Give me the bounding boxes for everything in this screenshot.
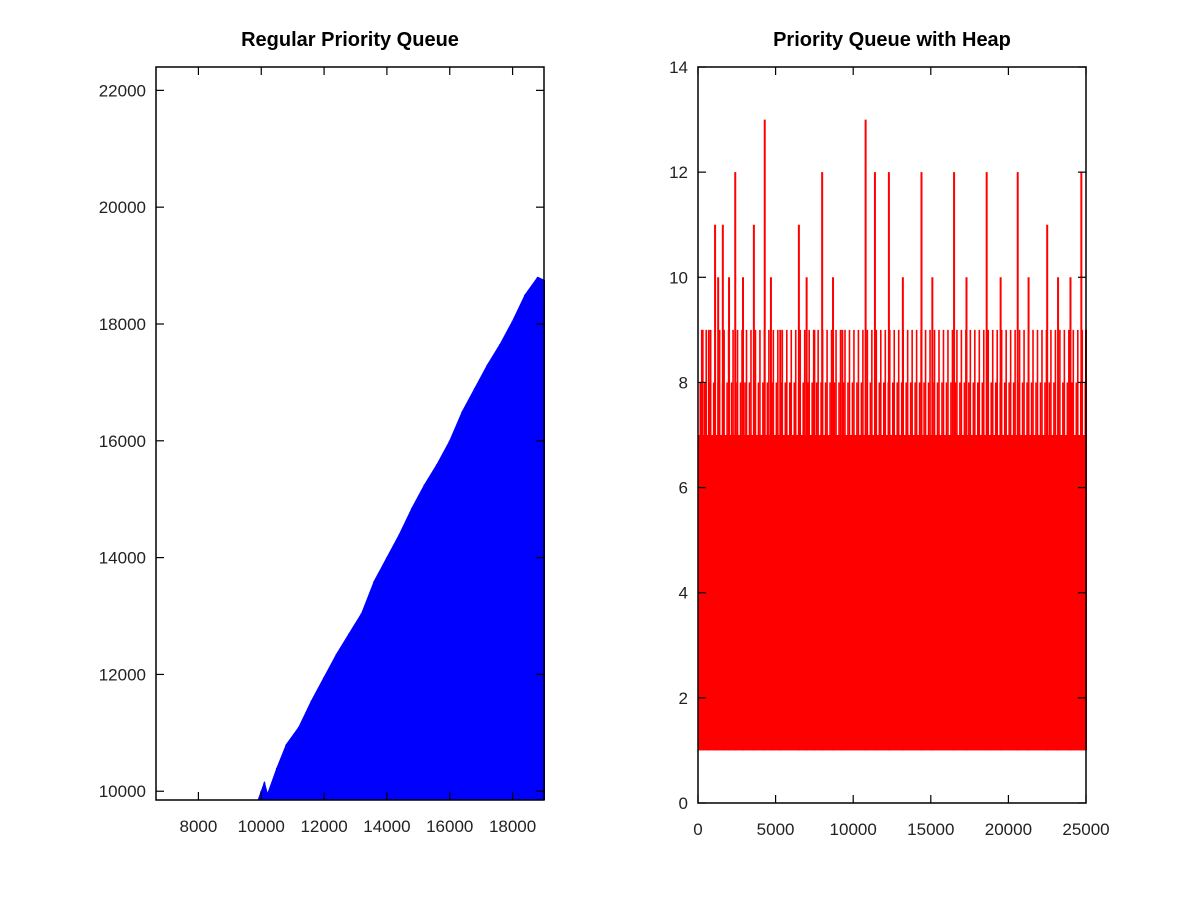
- x-tick-label: 18000: [489, 817, 536, 836]
- bars-group: [257, 276, 545, 801]
- y-tick-label: 14: [669, 58, 688, 77]
- chart-title: Priority Queue with Heap: [773, 29, 1011, 51]
- plot-frame: [155, 66, 545, 801]
- x-tick-label: 20000: [985, 820, 1032, 839]
- bars-group: [698, 119, 1087, 751]
- x-axis: 0 5000 10000 15000 20000 25000: [693, 820, 1109, 839]
- x-tick-label: 25000: [1062, 820, 1109, 839]
- y-tick-label: 12: [669, 163, 688, 182]
- x-tick-label: 0: [693, 820, 702, 839]
- y-tick-label: 0: [679, 794, 688, 813]
- x-tick-label: 12000: [300, 817, 347, 836]
- x-tick-label: 15000: [907, 820, 954, 839]
- x-tick-label: 5000: [757, 820, 795, 839]
- x-tick-label: 10000: [830, 820, 877, 839]
- y-axis: 0 2 4 6 8 10 12 14: [669, 58, 688, 813]
- x-tick-label: 8000: [179, 817, 217, 836]
- y-tick-label: 12000: [99, 665, 146, 684]
- y-axis: 10000 12000 14000 16000 18000 20000 22000: [99, 81, 146, 801]
- chart-priority-queue-with-heap: Priority Queue with Heap 0 2 4 6 8 10 12 14 0 50…: [669, 29, 1110, 839]
- y-tick-label: 10000: [99, 782, 146, 801]
- x-tick-label: 10000: [238, 817, 285, 836]
- x-tick-label: 16000: [426, 817, 473, 836]
- bar-area: [257, 276, 545, 801]
- y-tick-label: 20000: [99, 198, 146, 217]
- axis-ticks: [156, 67, 544, 800]
- y-tick-label: 14000: [99, 549, 146, 568]
- y-tick-label: 16000: [99, 432, 146, 451]
- y-tick-label: 4: [679, 584, 688, 603]
- x-tick-label: 14000: [363, 817, 410, 836]
- y-tick-label: 8: [679, 373, 688, 392]
- chart-title: Regular Priority Queue: [241, 29, 459, 51]
- y-tick-label: 10: [669, 268, 688, 287]
- y-tick-label: 6: [679, 479, 688, 498]
- y-tick-label: 18000: [99, 315, 146, 334]
- chart-regular-priority-queue: Regular Priority Queue 10000 12000 14000 16…: [99, 29, 545, 836]
- bar-band: [698, 435, 1086, 751]
- y-tick-label: 2: [679, 689, 688, 708]
- plot-frame: [697, 66, 1087, 804]
- y-tick-label: 22000: [99, 81, 146, 100]
- x-axis: 8000 10000 12000 14000 16000 18000: [179, 817, 536, 836]
